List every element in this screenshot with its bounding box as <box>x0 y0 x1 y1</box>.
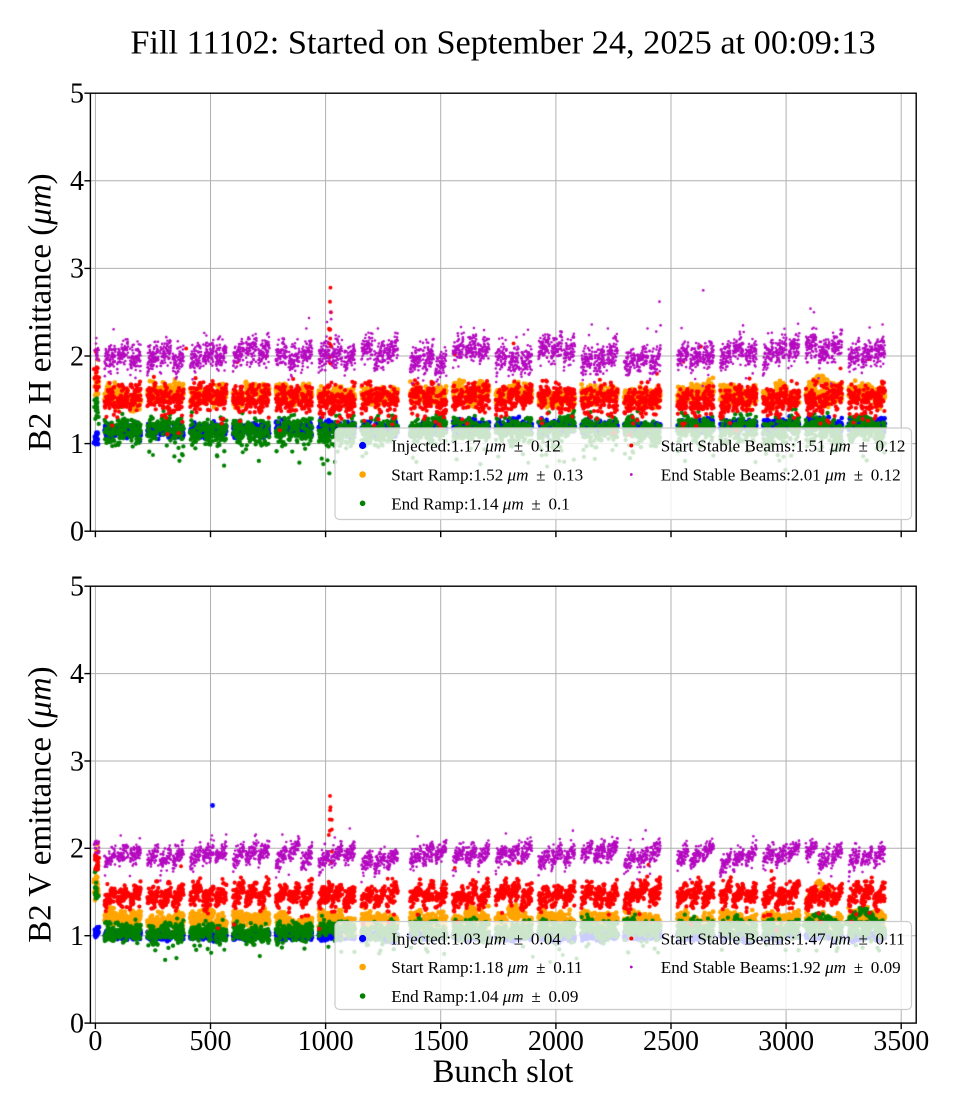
svg-text:End Stable Beams:2.01 μm ± 0: End Stable Beams:2.01 μm ± 0.12 <box>661 466 901 485</box>
svg-text:End Ramp:1.04 μm ± 0.09: End Ramp:1.04 μm ± 0.09 <box>391 987 578 1006</box>
svg-text:Start Stable Beams:1.51 μm ±: Start Stable Beams:1.51 μm ± 0.12 <box>661 437 906 456</box>
svg-text:Start Ramp:1.18 μm ± 0.11: Start Ramp:1.18 μm ± 0.11 <box>391 958 582 977</box>
svg-text:Start Stable Beams:1.47 μm ±: Start Stable Beams:1.47 μm ± 0.11 <box>661 930 905 949</box>
svg-text:Start Ramp:1.52 μm ± 0.13: Start Ramp:1.52 μm ± 0.13 <box>391 466 583 485</box>
svg-text:Injected:1.17 μm ± 0.12: Injected:1.17 μm ± 0.12 <box>391 437 561 456</box>
svg-text:End Stable Beams:1.92 μm ± 0: End Stable Beams:1.92 μm ± 0.09 <box>661 958 901 977</box>
svg-text:Injected:1.03 μm ± 0.04: Injected:1.03 μm ± 0.04 <box>391 930 561 949</box>
svg-text:End Ramp:1.14 μm ± 0.1: End Ramp:1.14 μm ± 0.1 <box>391 494 570 513</box>
